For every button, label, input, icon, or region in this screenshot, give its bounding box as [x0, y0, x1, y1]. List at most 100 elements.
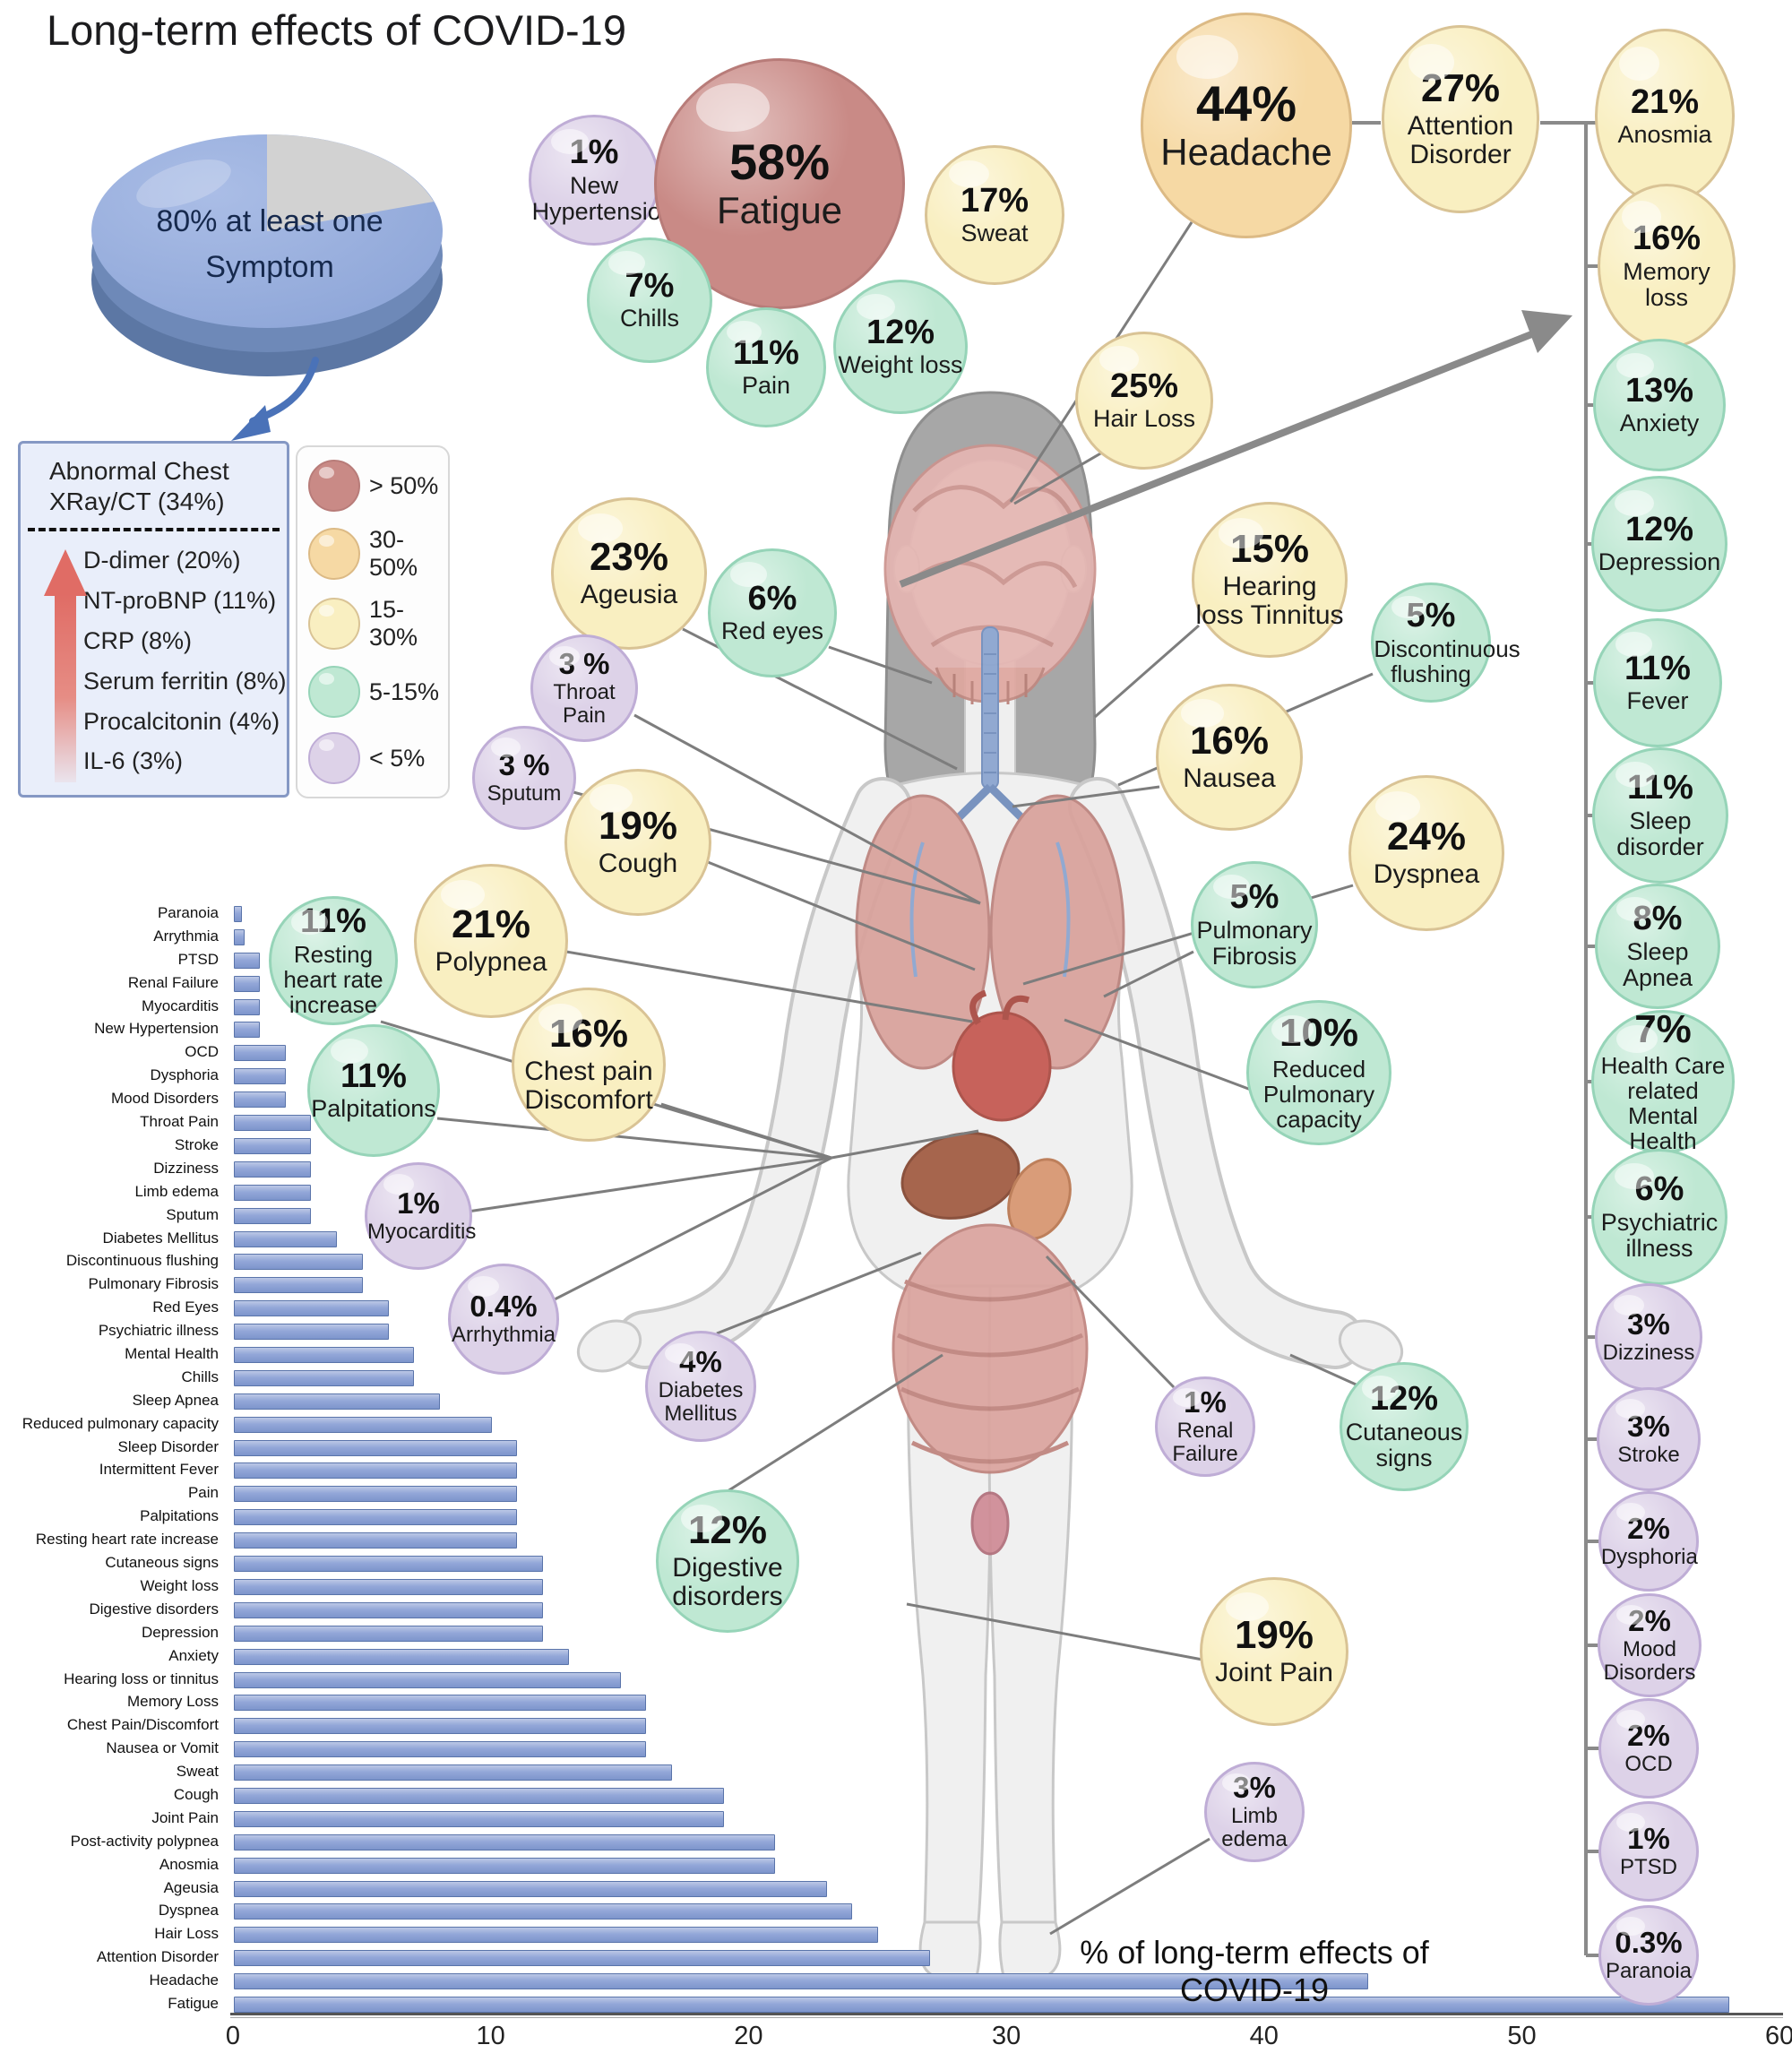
- bar-joint-pain: [234, 1810, 724, 1827]
- bar-fatigue: [234, 1997, 1729, 2014]
- bubble-anxiety: 13% Anxiety: [1593, 339, 1726, 471]
- bar-label-weight-loss: Weight loss: [140, 1576, 219, 1594]
- legend-color-dot-p15_30: [308, 598, 360, 650]
- bubble-pulmonary-fibrosis: 5% Pulmonary Fibrosis: [1191, 861, 1318, 988]
- bubble-cough: 19% Cough: [564, 769, 711, 916]
- bar-label-hair-loss: Hair Loss: [154, 1925, 219, 1943]
- bar-sweat: [234, 1764, 673, 1782]
- right-hand: [1338, 1319, 1404, 1373]
- abnormal-item-serum-ferritin-8: Serum ferritin (8%): [83, 667, 287, 695]
- bubble-dyspnea: 24% Dyspnea: [1348, 775, 1504, 931]
- bubble-pct: 15%: [1229, 526, 1310, 571]
- bubble-label: Depression: [1598, 548, 1721, 576]
- x-axis-line-shadow: [230, 2017, 1783, 2018]
- x-tick-40: 40: [1249, 2022, 1279, 2050]
- bar-ocd: [234, 1045, 286, 1062]
- bubble-red-eyes: 6% Red eyes: [708, 548, 837, 677]
- legend-row-lt5: < 5%: [297, 732, 448, 784]
- dashed-divider: [28, 528, 280, 532]
- legend-label: < 5%: [369, 744, 426, 772]
- bar-headache: [234, 1973, 1368, 1990]
- bar-label-throat-pain: Throat Pain: [140, 1113, 219, 1131]
- bubble-myocarditis: 1% Myocarditis: [365, 1162, 476, 1270]
- bubble-label: Paranoia: [1605, 1959, 1693, 1984]
- bubble-label: Cough: [598, 848, 678, 878]
- legend-color-dot-gt50: [308, 460, 360, 512]
- bar-memory-loss: [234, 1695, 647, 1712]
- bubble-digestive-disorders: 12% Digestive disorders: [656, 1489, 799, 1633]
- bubble-label: Hearing loss Tinnitus: [1195, 571, 1344, 630]
- bar-label-anosmia: Anosmia: [159, 1855, 219, 1873]
- bar-myocarditis: [234, 998, 260, 1015]
- bar-stroke: [234, 1137, 312, 1154]
- bar-sleep-apnea: [234, 1393, 441, 1410]
- bubble-pct: 11%: [300, 902, 366, 940]
- bubble-label: Sputum: [487, 781, 562, 807]
- bar-label-hearing-loss-or-tinnitus: Hearing loss or tinnitus: [64, 1669, 219, 1687]
- bar-label-stroke: Stroke: [174, 1135, 219, 1153]
- x-tick-20: 20: [734, 2022, 763, 2050]
- bubble-pct: 3 %: [558, 646, 610, 680]
- heart-vessels: [969, 989, 1030, 1025]
- bar-label-chest-pain-discomfort: Chest Pain/Discomfort: [66, 1716, 219, 1734]
- x-axis-line: [230, 2013, 1783, 2015]
- bubble-pct: 19%: [598, 803, 678, 848]
- bar-paranoia: [234, 906, 242, 922]
- pie-chart-label: 80% at least one Symptom: [156, 204, 383, 284]
- legend-color-dot-lt5: [308, 732, 360, 784]
- bubble-weight-loss: 12% Weight loss: [833, 280, 968, 414]
- bubble-label: Pain: [741, 372, 791, 400]
- legend-label: 30-50%: [369, 526, 418, 581]
- trachea: [981, 626, 999, 789]
- bubble-memory-loss: 16% Memory loss: [1598, 184, 1736, 349]
- bubble-label: Chills: [619, 305, 679, 332]
- bubble-label: Throat Pain: [553, 680, 616, 729]
- bubble-mood-disorders: 2% Mood Disorders: [1598, 1593, 1702, 1697]
- bubble-pct: 12%: [1369, 1379, 1439, 1418]
- bubble-label: Resting heart rate increase: [283, 940, 383, 1018]
- bubble-label: Chest pain Discomfort: [524, 1056, 653, 1115]
- bubble-pct: 27%: [1420, 65, 1501, 110]
- bubble-pct: 5%: [1406, 597, 1456, 635]
- bubble-label: Renal Failure: [1172, 1419, 1238, 1467]
- bubble-pct: 5%: [1229, 877, 1279, 916]
- bubble-label: Fatigue: [716, 189, 843, 232]
- bar-post-activity-polypnea: [234, 1833, 776, 1851]
- bubble-palpitations: 11% Palpitations: [307, 1024, 440, 1157]
- bubble-limb-edema: 3% Limb edema: [1204, 1762, 1305, 1862]
- abnormal-box-title: Abnormal Chest XRay/CT (34%): [49, 457, 229, 516]
- bubble-label: Ageusia: [580, 579, 678, 609]
- bar-weight-loss: [234, 1578, 544, 1595]
- bubble-new-hypertension: 1% New Hypertension: [529, 115, 675, 246]
- bar-label-joint-pain: Joint Pain: [151, 1808, 219, 1826]
- pie-arrow-head: [231, 405, 271, 441]
- bubble-renal-failure: 1% Renal Failure: [1155, 1376, 1255, 1477]
- bar-label-ocd: OCD: [185, 1043, 219, 1061]
- bubble-pct: 8%: [1633, 899, 1683, 937]
- x-tick-10: 10: [476, 2022, 505, 2050]
- trachea-rings: [984, 653, 996, 773]
- legend-row-p15_30: 15-30%: [297, 596, 448, 651]
- bar-depression: [234, 1625, 544, 1642]
- left-lung: [855, 794, 991, 1070]
- bar-label-cough: Cough: [173, 1785, 219, 1803]
- bar-attention-disorder: [234, 1950, 930, 1967]
- bubble-pct: 10%: [1279, 1010, 1359, 1055]
- x-tick-50: 50: [1507, 2022, 1537, 2050]
- bar-digestive-disorders: [234, 1601, 544, 1618]
- bar-label-dizziness: Dizziness: [153, 1159, 219, 1177]
- bubble-label: PTSD: [1619, 1855, 1677, 1880]
- bubble-label: Anosmia: [1617, 121, 1712, 149]
- bar-chest-pain-discomfort: [234, 1718, 647, 1735]
- bar-mental-health: [234, 1346, 415, 1363]
- bubble-label: Nausea: [1183, 763, 1276, 793]
- bubble-label: Limb edema: [1221, 1804, 1288, 1852]
- bubble-label: Red eyes: [720, 617, 824, 645]
- bar-cough: [234, 1787, 724, 1804]
- bubble-label: Cutaneous signs: [1345, 1418, 1463, 1471]
- bubble-label: Attention Disorder: [1407, 110, 1514, 169]
- bar-label-sweat: Sweat: [176, 1763, 219, 1781]
- legend-row-gt50: > 50%: [297, 460, 448, 512]
- bubble-hearing-loss-tinnitus: 15% Hearing loss Tinnitus: [1192, 502, 1348, 658]
- bar-label-depression: Depression: [142, 1623, 219, 1641]
